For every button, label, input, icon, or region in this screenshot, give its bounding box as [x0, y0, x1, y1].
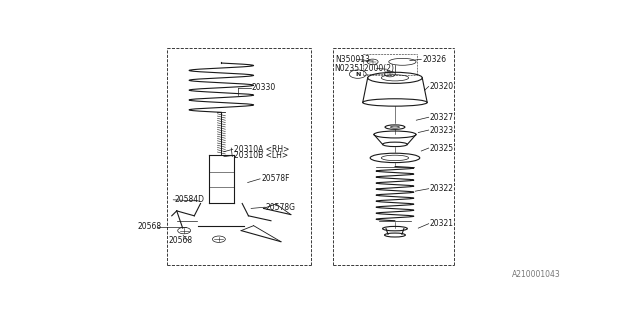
Text: 20327: 20327 [429, 113, 454, 122]
Text: 20568: 20568 [137, 222, 161, 231]
Text: 20578G: 20578G [266, 203, 296, 212]
Text: N350013: N350013 [335, 55, 371, 64]
Text: 20326: 20326 [422, 55, 446, 64]
Text: 20322: 20322 [429, 184, 454, 193]
Text: 20310A <RH>: 20310A <RH> [234, 145, 289, 154]
Text: 20568: 20568 [168, 236, 193, 245]
Text: A210001043: A210001043 [513, 270, 561, 279]
Text: 20321: 20321 [429, 219, 454, 228]
Text: 20330: 20330 [251, 83, 275, 92]
Text: N023512000(2): N023512000(2) [335, 64, 394, 73]
Text: 20320: 20320 [429, 82, 454, 91]
Text: N: N [355, 72, 360, 76]
Text: 20323: 20323 [429, 125, 454, 135]
Text: 20325: 20325 [429, 144, 454, 153]
Text: 20584D: 20584D [174, 195, 204, 204]
Text: 20310B <LH>: 20310B <LH> [234, 151, 288, 160]
Text: 20578F: 20578F [261, 174, 289, 183]
